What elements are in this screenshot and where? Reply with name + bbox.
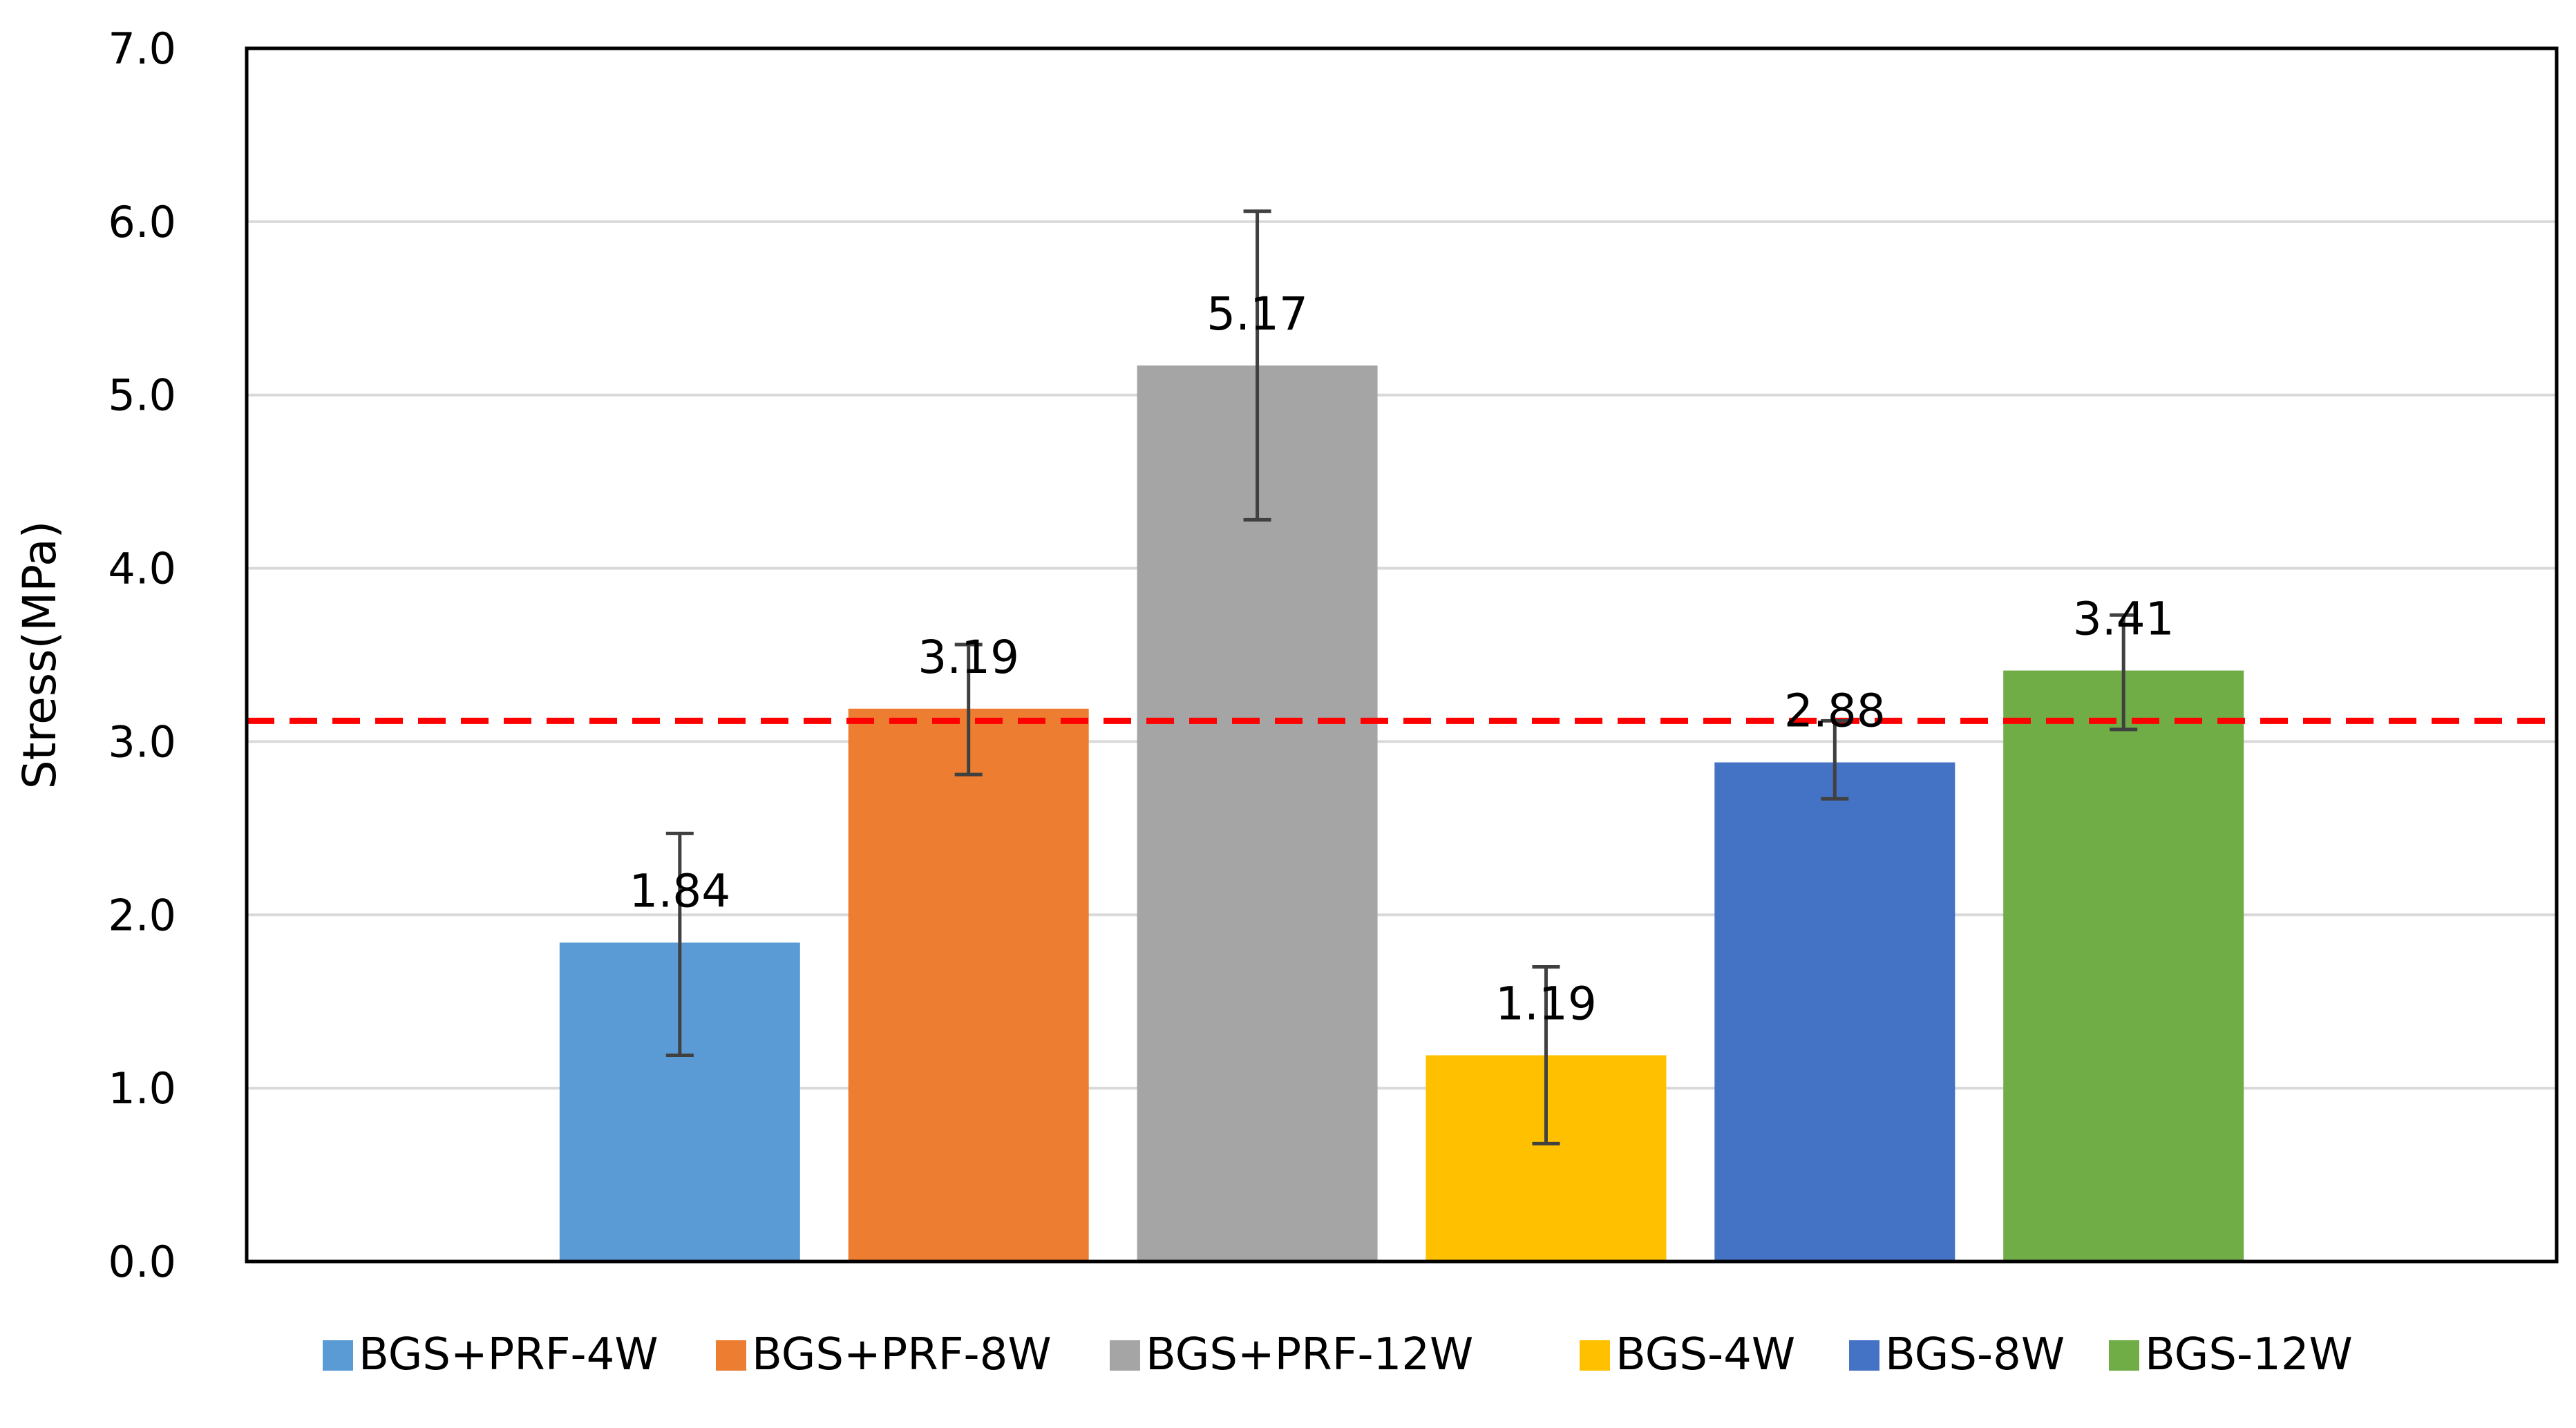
y-tick-label: 6.0 (108, 197, 176, 247)
data-label-BGS-8W: 2.88 (1784, 685, 1886, 738)
legend-label-BGS-8W: BGS-8W (1885, 1329, 2065, 1380)
legend-swatch-BGS-12W (2109, 1340, 2139, 1371)
error-bars (665, 209, 2138, 1145)
bar-BGS-12W (2003, 670, 2244, 1262)
data-label-BGS+PRF-4W: 1.84 (629, 864, 730, 917)
y-tick-label: 5.0 (108, 370, 176, 421)
y-axis-tick-labels: 0.0 1.0 2.0 3.0 4.0 5.0 6.0 7.0 (108, 23, 176, 1287)
legend-label-BGS+PRF-4W: BGS+PRF-4W (359, 1329, 659, 1380)
legend-label-BGS-4W: BGS-4W (1616, 1329, 1795, 1380)
legend-swatch-BGS+PRF-4W (323, 1340, 353, 1371)
y-tick-label: 3.0 (108, 716, 176, 767)
legend-swatch-BGS-4W (1580, 1340, 1610, 1371)
bars (559, 365, 2244, 1262)
y-tick-label: 4.0 (108, 544, 176, 594)
legend-swatch-BGS-8W (1849, 1340, 1879, 1371)
legend-label-BGS+PRF-12W: BGS+PRF-12W (1146, 1329, 1473, 1380)
legend-swatch-BGS+PRF-12W (1110, 1340, 1140, 1371)
legend: BGS+PRF-4W BGS+PRF-8W BGS+PRF-12W BGS-4W BGS… (323, 1329, 2353, 1380)
data-labels: 1.84 3.19 5.17 1.19 2.88 3.41 (629, 287, 2174, 1030)
y-tick-label: 0.0 (108, 1237, 176, 1287)
bar-BGS+PRF-8W (848, 708, 1089, 1262)
data-label-BGS-12W: 3.41 (2073, 593, 2175, 646)
legend-label-BGS+PRF-8W: BGS+PRF-8W (752, 1329, 1052, 1380)
y-tick-label: 1.0 (108, 1063, 176, 1114)
y-tick-label: 2.0 (108, 890, 176, 940)
plot-area-frame (245, 46, 2559, 1264)
y-tick-label: 7.0 (108, 23, 176, 74)
data-label-BGS-4W: 1.19 (1495, 977, 1597, 1030)
y-axis-title: Stress(MPa) (13, 521, 66, 790)
bar-BGS-8W (1714, 762, 1955, 1262)
legend-label-BGS-12W: BGS-12W (2145, 1329, 2353, 1380)
data-label-BGS+PRF-12W: 5.17 (1206, 287, 1308, 341)
legend-swatch-BGS+PRF-8W (716, 1340, 746, 1371)
data-label-BGS+PRF-8W: 3.19 (918, 631, 1019, 684)
